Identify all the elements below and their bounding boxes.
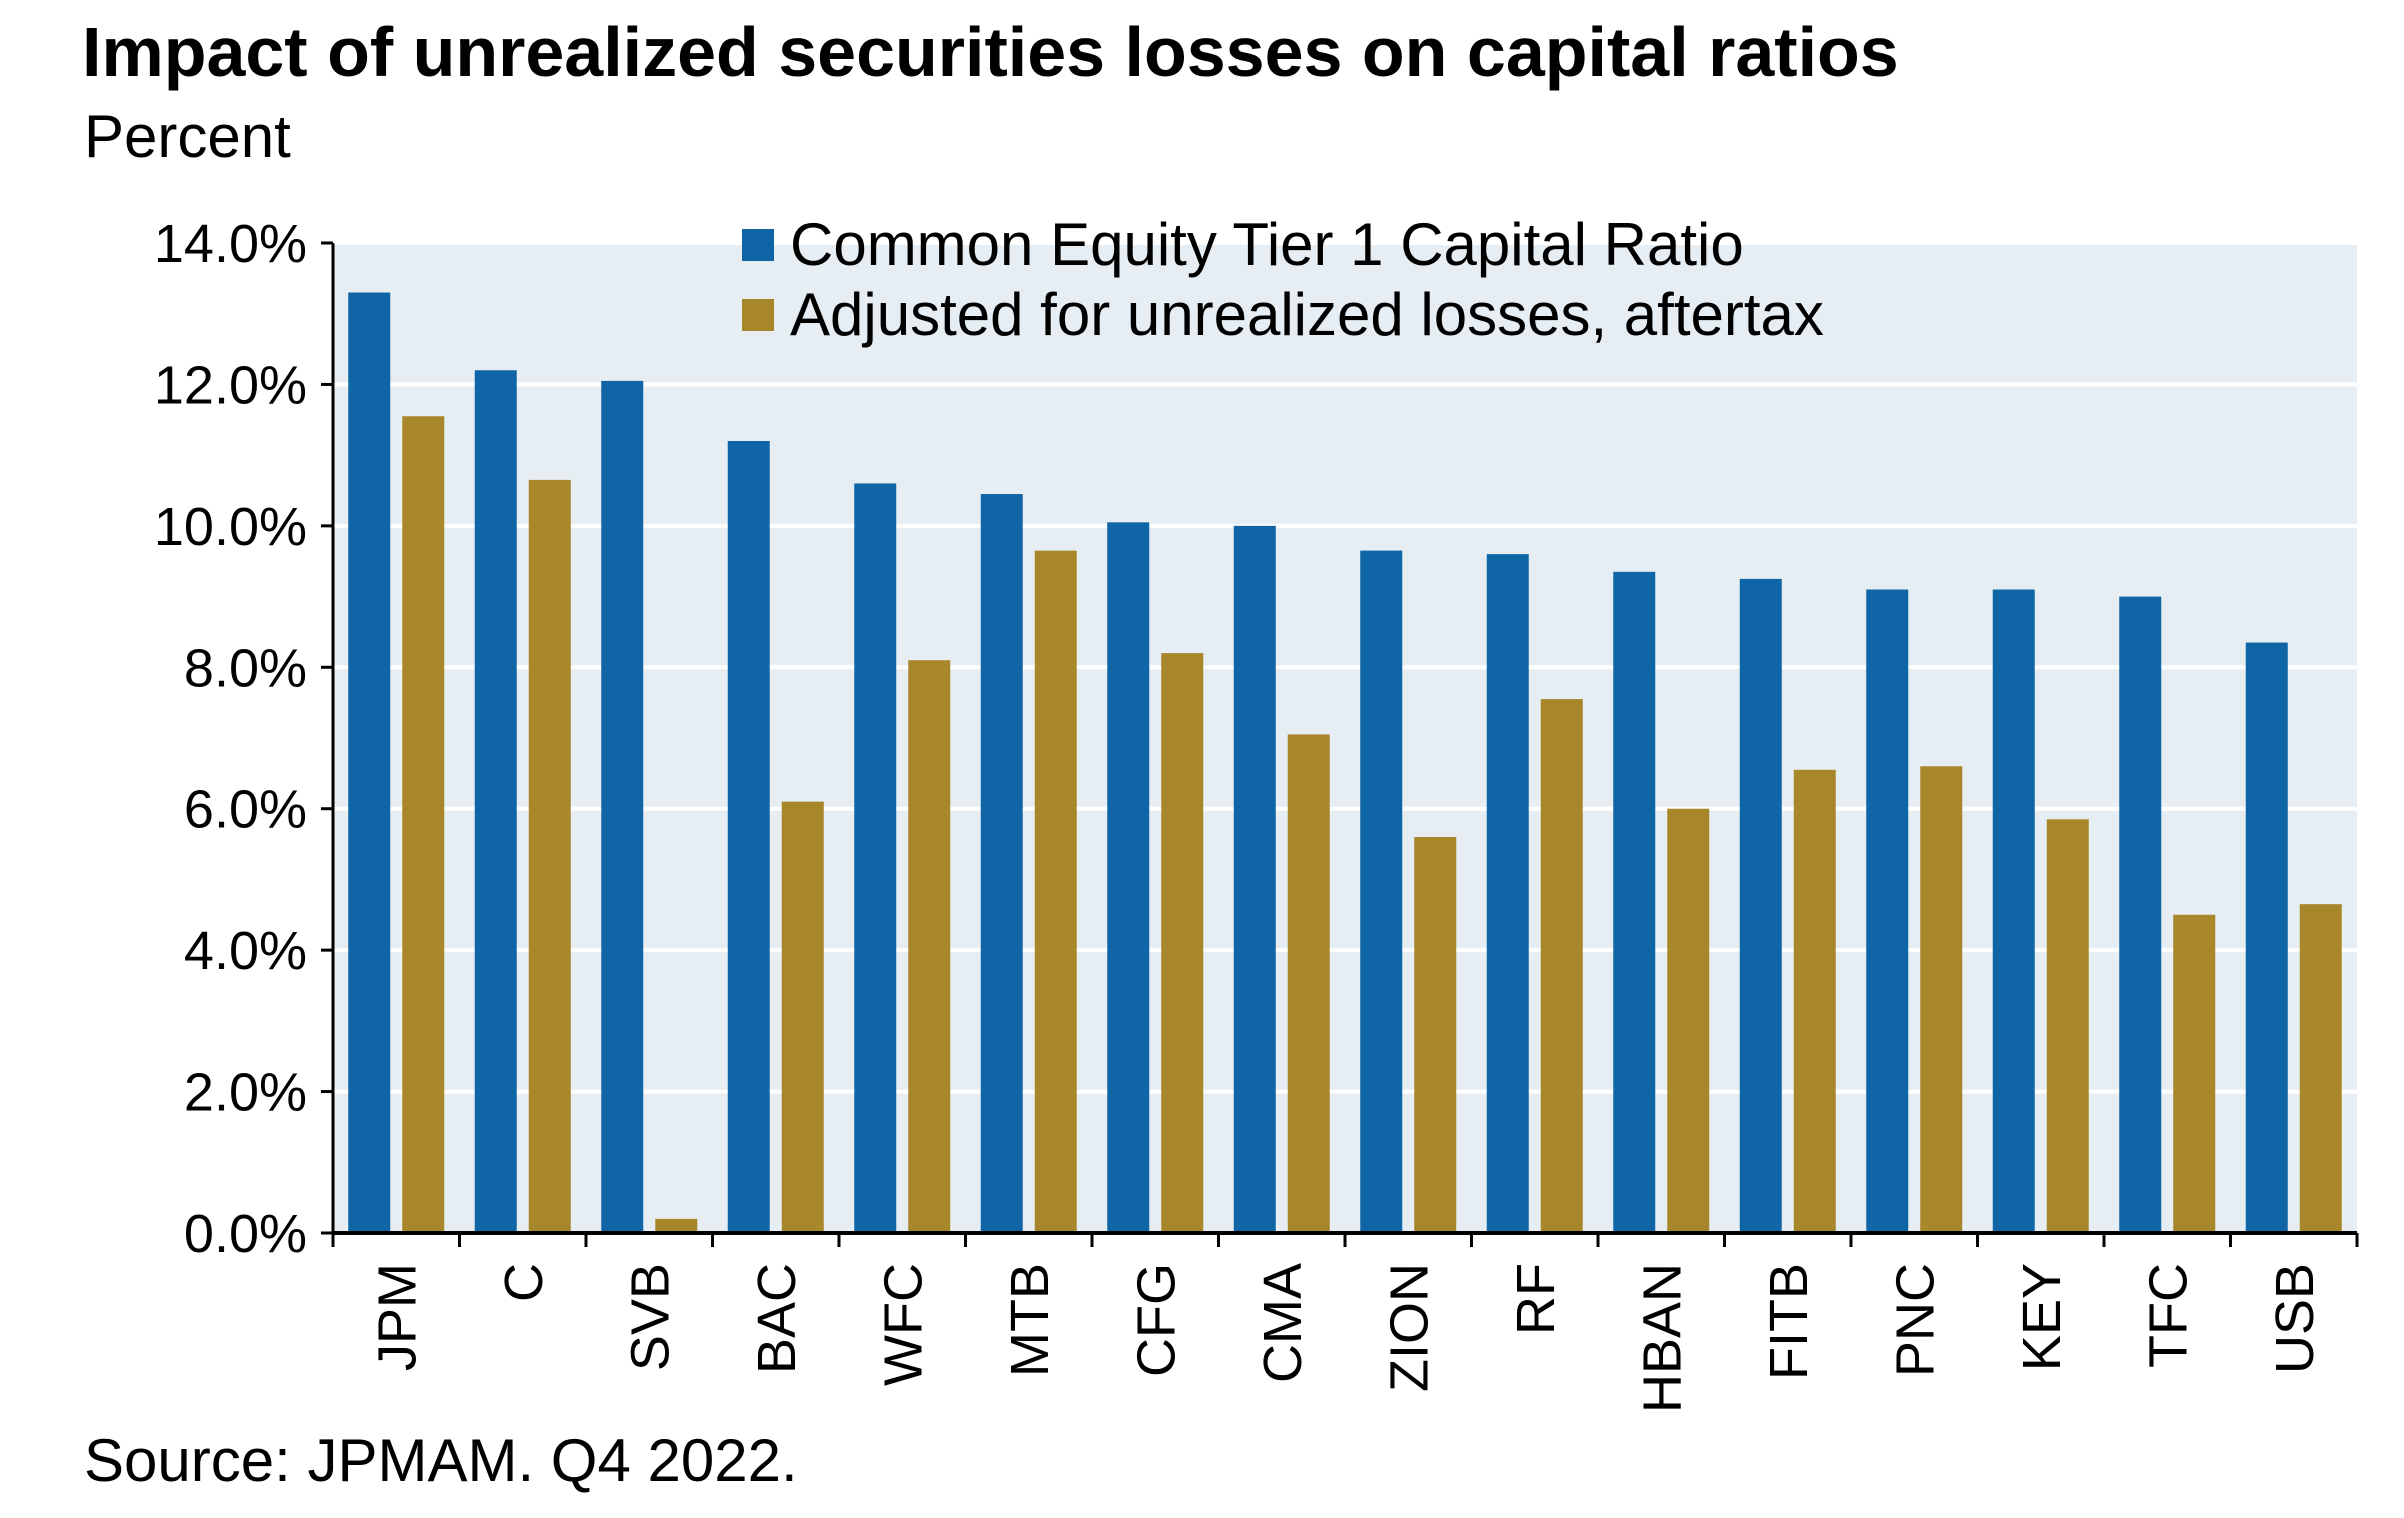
bar-adjusted-tfc [2173,914,2216,1233]
y-tick-label: 14.0% [154,214,307,274]
bar-cet1-tfc [2119,596,2162,1233]
x-axis: JPM C SVB BAC WFC MTB CFG CMA ZION RF HBAN FITB PNC K… [331,1231,2359,1413]
bar-cet1-svb [601,380,644,1234]
x-tick-label-cma: CMA [1253,1263,1313,1383]
bar-cet1-zion [1360,550,1403,1233]
bar-adjusted-mtb [1034,550,1077,1233]
bar-cet1-rf [1486,554,1529,1233]
x-tick-label-fitb: FITB [1759,1263,1819,1380]
bar-adjusted-wfc [908,660,951,1233]
y-axis: 0.0% 2.0% 4.0% 6.0% 8.0% 10.0% 12.0% 14.0% [154,214,335,1264]
x-tick-label-tfc: TFC [2138,1263,2198,1368]
y-tick-label: 0.0% [184,1204,307,1264]
x-tick-label-c: C [494,1263,554,1302]
bar-cet1-c [474,370,517,1233]
bar-adjusted-rf [1540,699,1583,1233]
bar-cet1-cfg [1107,522,1150,1233]
legend-label: Common Equity Tier 1 Capital Ratio [790,211,1744,278]
x-tick-label-usb: USB [2265,1263,2325,1374]
y-tick-label: 4.0% [184,921,307,981]
y-tick-label: 8.0% [184,638,307,698]
y-tick-label: 2.0% [184,1063,307,1123]
x-tick-label-zion: ZION [1379,1263,1439,1392]
bar-adjusted-hban [1667,808,1710,1233]
bar-adjusted-jpm [402,416,445,1233]
bar-cet1-cma [1233,525,1276,1233]
bar-cet1-jpm [348,292,391,1233]
bar-adjusted-fitb [1793,769,1836,1233]
source-note: Source: JPMAM. Q4 2022. [84,1427,798,1494]
x-tick-label-mtb: MTB [1000,1263,1060,1377]
bar-cet1-mtb [980,494,1023,1233]
x-tick-label-bac: BAC [747,1263,807,1374]
bar-adjusted-c [528,479,571,1234]
x-tick-label-rf: RF [1506,1263,1566,1335]
bar-cet1-usb [2245,642,2288,1233]
x-tick-label-cfg: CFG [1126,1263,1186,1377]
bar-adjusted-pnc [1920,766,1963,1233]
chart-title: Impact of unrealized securities losses o… [82,13,1899,91]
bar-adjusted-key [2046,819,2089,1233]
legend: Common Equity Tier 1 Capital RatioAdjust… [742,211,1824,348]
legend-swatch [742,229,774,261]
bar-cet1-bac [727,441,770,1233]
x-tick-label-hban: HBAN [1632,1263,1692,1413]
bar-cet1-pnc [1866,589,1909,1233]
x-tick-label-jpm: JPM [367,1263,427,1371]
y-tick-label: 6.0% [184,780,307,840]
bar-cet1-wfc [854,483,897,1233]
bar-cet1-key [1992,589,2035,1233]
y-tick-label: 10.0% [154,497,307,557]
bar-cet1-fitb [1739,578,1782,1233]
legend-label: Adjusted for unrealized losses, aftertax [790,281,1824,348]
bars [348,292,2342,1234]
bar-adjusted-zion [1414,837,1457,1233]
x-tick-label-wfc: WFC [873,1263,933,1386]
bar-adjusted-cma [1287,734,1330,1233]
chart-subtitle: Percent [84,103,291,170]
bar-adjusted-cfg [1161,653,1204,1233]
y-tick-label: 12.0% [154,355,307,415]
bar-adjusted-usb [2299,904,2342,1233]
bar-adjusted-svb [655,1218,698,1233]
bar-cet1-hban [1613,571,1656,1233]
x-tick-label-svb: SVB [620,1263,680,1371]
x-tick-label-key: KEY [2012,1263,2072,1371]
legend-swatch [742,299,774,331]
bar-adjusted-bac [781,801,824,1233]
x-tick-label-pnc: PNC [1885,1263,1945,1377]
